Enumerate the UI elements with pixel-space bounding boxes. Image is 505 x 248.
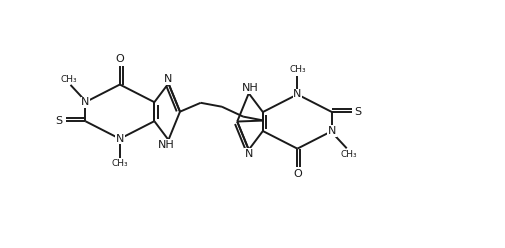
Text: CH₃: CH₃ <box>340 150 357 159</box>
Text: N: N <box>81 97 89 107</box>
Text: CH₃: CH₃ <box>111 159 128 168</box>
Text: S: S <box>354 107 361 117</box>
Text: N: N <box>244 149 252 159</box>
Text: NH: NH <box>242 83 259 93</box>
Text: N: N <box>164 74 172 85</box>
Text: CH₃: CH₃ <box>60 75 77 84</box>
Text: N: N <box>327 126 335 136</box>
Text: N: N <box>116 134 124 144</box>
Text: S: S <box>56 116 63 126</box>
Text: CH₃: CH₃ <box>288 65 305 74</box>
Text: O: O <box>292 169 301 179</box>
Text: NH: NH <box>158 140 175 150</box>
Text: N: N <box>292 90 301 99</box>
Text: O: O <box>115 54 124 64</box>
